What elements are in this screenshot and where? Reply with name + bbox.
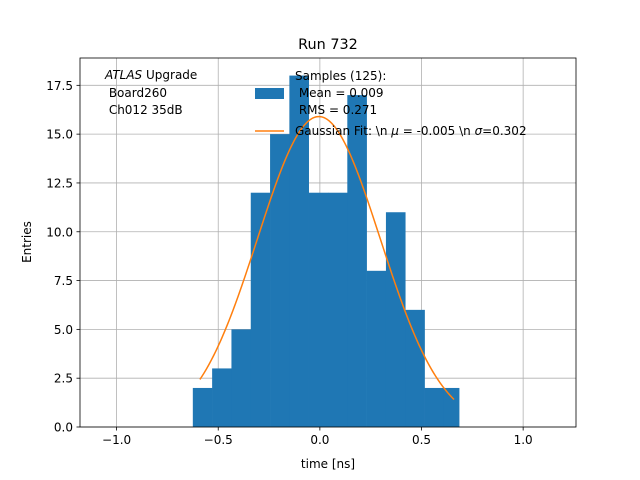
legend: Samples (125): Mean = 0.009 RMS = 0.271 …	[255, 69, 527, 138]
x-axis-label: time [ns]	[301, 457, 355, 471]
legend-fit-middle: = -0.005 \n	[399, 124, 475, 138]
legend-fit-prefix: Gaussian Fit: \n	[295, 124, 391, 138]
plot-frame	[79, 57, 577, 428]
histogram-bar	[424, 387, 445, 427]
gaussian-fit-curve	[199, 115, 455, 401]
legend-fit-mu: μ	[390, 124, 399, 138]
atlas-annotation: ATLAS Upgrade Board260 Ch012 35dB	[104, 68, 197, 117]
y-tick-label: 7.5	[54, 274, 73, 288]
y-tick-label: 2.5	[54, 372, 73, 386]
x-tick-label: −1.0	[102, 433, 131, 447]
histogram-bar	[443, 387, 460, 427]
y-tick-label: 5.0	[54, 323, 73, 337]
histogram-bar	[328, 192, 348, 427]
histogram-bar	[289, 75, 309, 428]
gaussian-fit-layer	[199, 115, 455, 401]
svg-text:ATLAS Upgrade: ATLAS Upgrade	[104, 68, 197, 82]
histogram-bar	[308, 192, 329, 427]
histogram-bar	[212, 368, 232, 427]
chart-title: Run 732	[298, 37, 358, 53]
histogram-bars	[192, 75, 460, 428]
x-tick-label: 1.0	[514, 433, 533, 447]
y-tick-label: 12.5	[46, 176, 73, 190]
histogram-bar	[250, 192, 271, 427]
legend-histogram-swatch	[255, 88, 284, 99]
histogram-bar	[270, 134, 290, 427]
y-tick-label: 10.0	[46, 225, 73, 239]
histogram-bar	[385, 212, 406, 427]
channel-label: Ch012 35dB	[105, 103, 183, 117]
legend-fit-sigma: σ	[475, 124, 483, 138]
axis-ticks: −1.0 −0.5 0.0 0.5 1.0 0.0 2.5 5.0 7.5 10.0 12.5 15.…	[46, 79, 532, 447]
y-tick-label: 15.0	[46, 128, 73, 142]
legend-fit-suffix: =0.302	[482, 124, 526, 138]
legend-fit-label: Gaussian Fit: \n μ = -0.005 \n σ=0.302	[295, 124, 527, 138]
y-axis-label: Entries	[20, 221, 34, 263]
histogram-bar	[405, 309, 425, 427]
histogram-bar	[347, 95, 367, 427]
legend-samples-line2: Mean = 0.009	[295, 86, 384, 100]
x-tick-label: 0.0	[310, 433, 329, 447]
board-label: Board260	[105, 86, 167, 100]
atlas-label: ATLAS	[104, 68, 143, 82]
histogram-bar	[192, 387, 213, 427]
legend-samples-line1: Samples (125):	[295, 69, 386, 83]
legend-samples-line3: RMS = 0.271	[295, 103, 377, 117]
histogram-bar	[366, 270, 387, 427]
upgrade-label: Upgrade	[142, 68, 197, 82]
y-tick-label: 0.0	[54, 421, 73, 435]
histogram-bar	[231, 329, 252, 427]
x-tick-label: 0.5	[412, 433, 431, 447]
x-tick-label: −0.5	[204, 433, 233, 447]
y-tick-label: 17.5	[46, 79, 73, 93]
